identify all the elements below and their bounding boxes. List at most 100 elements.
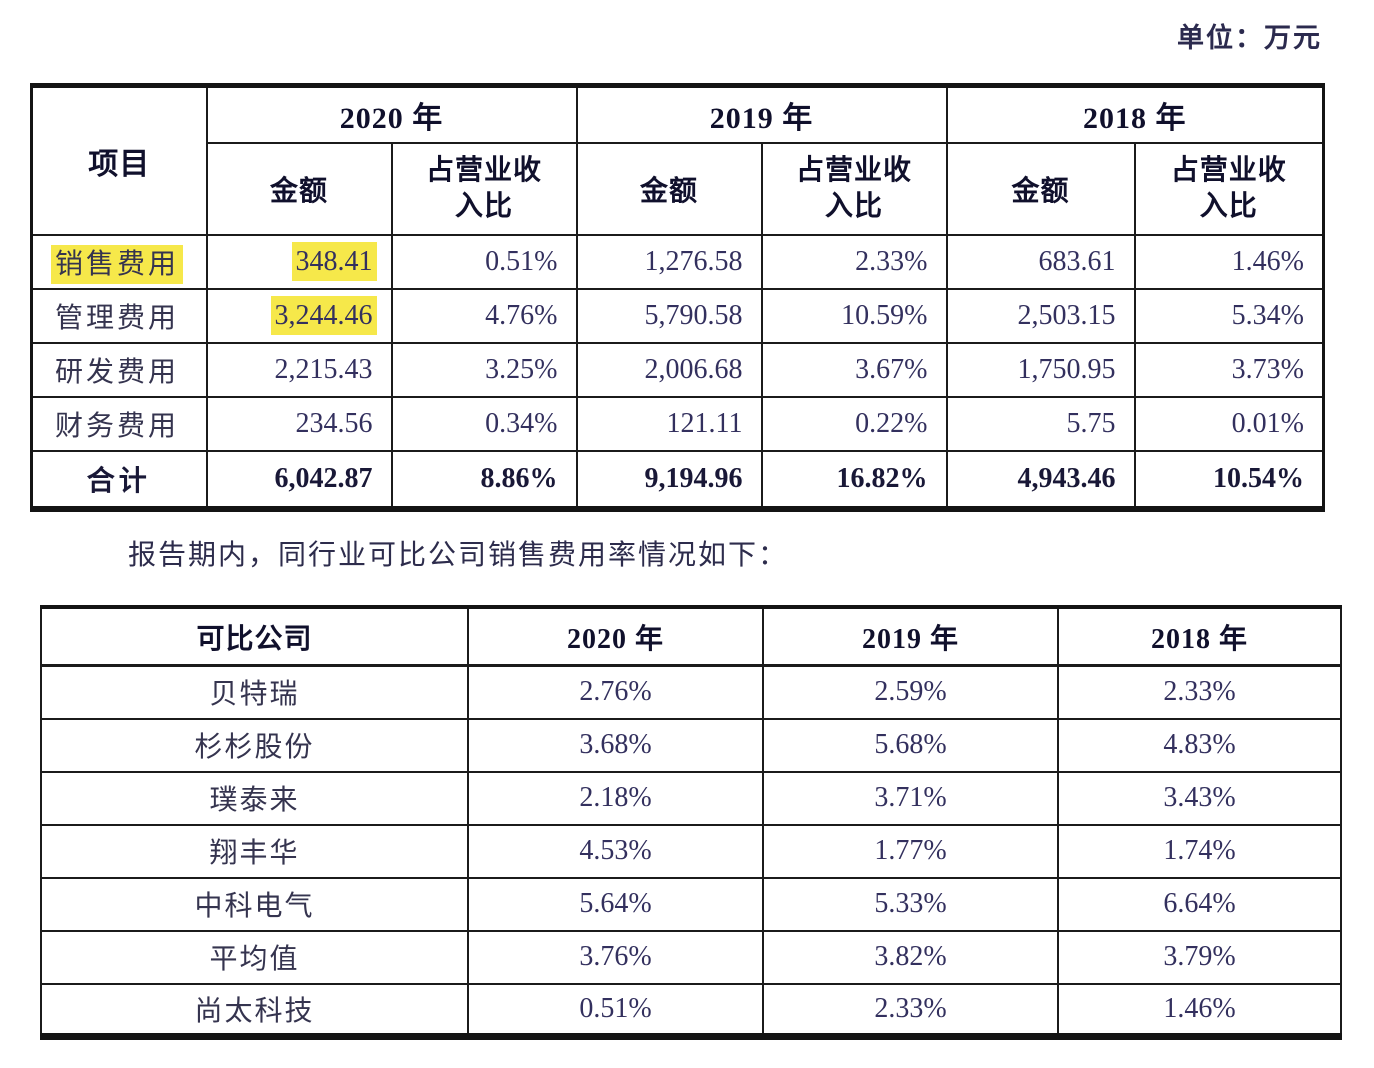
company-name-cell: 贝特瑞 [40, 664, 469, 720]
ratio-2019-value: 2.33% [855, 246, 928, 277]
rate-2019-value: 5.33% [874, 888, 947, 919]
amount-2019-value: 121.11 [666, 408, 743, 439]
rate-2020-cell: 3.68% [467, 717, 764, 773]
amount-header-2019: 金额 [575, 142, 763, 236]
amount-2020-cell: 3,244.46 [205, 288, 393, 344]
rate-2019-value: 2.59% [874, 676, 947, 708]
ratio-2019-value: 3.67% [855, 354, 928, 385]
expense-item-label: 合计 [86, 466, 151, 497]
rate-2020-value: 2.76% [579, 676, 652, 708]
amount-2019-cell: 121.11 [575, 396, 763, 452]
amount-2018-value: 683.61 [1038, 246, 1116, 277]
rate-2019-cell: 1.77% [762, 823, 1059, 879]
ratio-2019-cell: 3.67% [760, 342, 948, 398]
ratio-2020-cell: 4.76% [390, 288, 578, 344]
amount-2020-value: 348.41 [295, 246, 373, 277]
ratio-2018-cell: 5.34% [1133, 288, 1325, 344]
unit-label: 单位：万元 [1177, 23, 1322, 53]
rate-2018-value: 4.83% [1163, 729, 1236, 760]
ratio-2020-value: 4.76% [485, 300, 558, 331]
amount-2019-value: 9,194.96 [644, 463, 743, 494]
comparison-table-row: 杉杉股份 3.68% 5.68% 4.83% [40, 717, 1342, 773]
company-name-cell: 中科电气 [40, 876, 469, 932]
expense-table-row: 销售费用 348.41 0.51% 1,276.58 2.33% 683.61 … [30, 234, 1325, 290]
ratio-2018-value: 3.73% [1231, 354, 1304, 385]
ratio-header-text: 占营业收入比 [425, 154, 542, 222]
ratio-2018-value: 1.46% [1231, 246, 1304, 277]
expense-item-label: 财务费用 [55, 411, 180, 442]
ratio-2020-cell: 0.34% [390, 396, 578, 452]
ratio-2019-cell: 16.82% [760, 450, 948, 510]
ratio-2019-cell: 0.22% [760, 396, 948, 452]
rate-2020-cell: 4.53% [467, 823, 764, 879]
amount-header-2018: 金额 [945, 142, 1136, 236]
amount-2018-cell: 683.61 [945, 234, 1136, 290]
rate-2018-value: 2.33% [1163, 676, 1236, 708]
ratio-2019-cell: 10.59% [760, 288, 948, 344]
company-name-cell: 平均值 [40, 929, 469, 985]
rate-2018-value: 6.64% [1163, 888, 1236, 919]
ratio-2018-value: 5.34% [1231, 300, 1304, 331]
amount-2018-cell: 2,503.15 [945, 288, 1136, 344]
rate-2018-cell: 3.43% [1057, 770, 1342, 826]
comparison-table: 可比公司 2020 年 2019 年 2018 年 贝特瑞 2.76% 2.59… [40, 605, 1342, 1040]
expense-item-label: 管理费用 [55, 303, 180, 334]
company-name: 璞泰来 [209, 785, 300, 816]
expense-item-label: 研发费用 [55, 357, 180, 388]
rate-2020-cell: 2.18% [467, 770, 764, 826]
rate-2020-cell: 5.64% [467, 876, 764, 932]
ratio-2019-cell: 2.33% [760, 234, 948, 290]
expense-item-label-cell: 研发费用 [30, 342, 208, 398]
ratio-header-2019: 占营业收入比 [760, 142, 948, 236]
ratio-2018-cell: 0.01% [1133, 396, 1325, 452]
rate-2019-value: 3.82% [874, 941, 947, 972]
rate-2019-cell: 3.82% [762, 929, 1059, 985]
rate-2019-value: 3.71% [874, 782, 947, 813]
intro-paragraph: 报告期内，同行业可比公司销售费用率情况如下： [128, 540, 789, 571]
company-name: 平均值 [209, 944, 300, 975]
expense-item-label-cell: 财务费用 [30, 396, 208, 452]
rate-2019-cell: 5.33% [762, 876, 1059, 932]
ratio-2019-value: 16.82% [836, 463, 928, 494]
ratio-2020-cell: 0.51% [390, 234, 578, 290]
company-name: 翔丰华 [209, 838, 300, 869]
rate-2019-cell: 2.33% [762, 982, 1059, 1038]
expense-table-row: 财务费用 234.56 0.34% 121.11 0.22% 5.75 0.01… [30, 396, 1325, 452]
rate-2018-value: 3.79% [1163, 941, 1236, 972]
rate-2019-value: 2.33% [874, 992, 947, 1024]
ratio-2018-cell: 3.73% [1133, 342, 1325, 398]
rate-2018-cell: 1.46% [1057, 982, 1342, 1038]
amount-2020-cell: 234.56 [205, 396, 393, 452]
expense-table-year-header-2019: 2019 年 [575, 84, 948, 144]
expense-table-row: 合计 6,042.87 8.86% 9,194.96 16.82% 4,943.… [30, 450, 1325, 510]
company-name: 中科电气 [194, 891, 315, 922]
rate-2020-value: 3.68% [579, 729, 652, 760]
amount-2018-value: 1,750.95 [1017, 354, 1116, 385]
amount-2018-value: 5.75 [1066, 408, 1116, 439]
amount-2020-value: 2,215.43 [274, 354, 373, 385]
expense-item-label-cell: 管理费用 [30, 288, 208, 344]
amount-2018-cell: 5.75 [945, 396, 1136, 452]
rate-2020-value: 4.53% [579, 835, 652, 866]
comparison-table-row: 尚太科技 0.51% 2.33% 1.46% [40, 982, 1342, 1038]
comparison-table-row: 中科电气 5.64% 5.33% 6.64% [40, 876, 1342, 932]
ratio-2018-value: 10.54% [1213, 463, 1304, 494]
ratio-header-text: 占营业收入比 [795, 154, 912, 222]
expense-table-item-header: 项目 [30, 84, 208, 236]
ratio-2018-cell: 10.54% [1133, 450, 1325, 510]
ratio-header-text: 占营业收入比 [1170, 154, 1287, 222]
rate-2019-value: 5.68% [874, 729, 947, 760]
amount-2020-cell: 6,042.87 [205, 450, 393, 510]
amount-2019-value: 2,006.68 [644, 354, 743, 385]
ratio-2019-value: 10.59% [841, 300, 928, 331]
rate-2020-cell: 3.76% [467, 929, 764, 985]
amount-2018-value: 4,943.46 [1017, 463, 1116, 494]
expense-item-label-cell: 合计 [30, 450, 208, 510]
comparison-year-header-2020: 2020 年 [467, 606, 764, 667]
company-name: 尚太科技 [194, 995, 315, 1027]
comparison-table-row: 平均值 3.76% 3.82% 3.79% [40, 929, 1342, 985]
amount-2020-cell: 348.41 [205, 234, 393, 290]
company-name-cell: 翔丰华 [40, 823, 469, 879]
ratio-2020-cell: 3.25% [390, 342, 578, 398]
ratio-2020-value: 0.34% [485, 408, 558, 439]
